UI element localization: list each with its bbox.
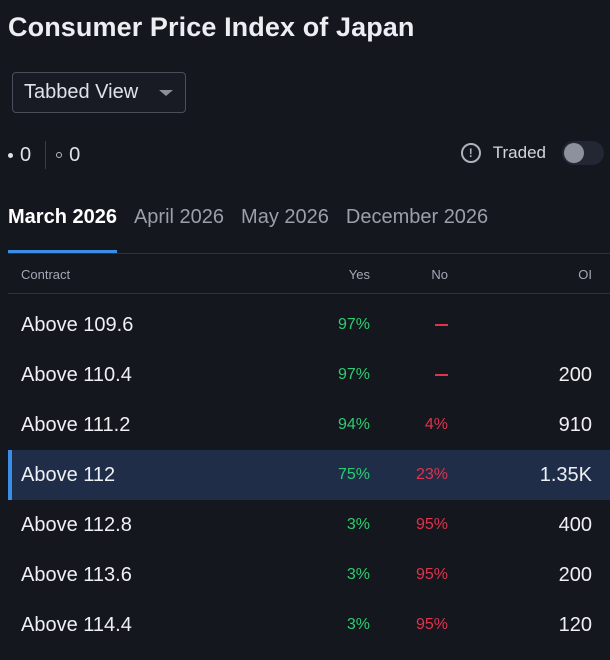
tab-may-2026[interactable]: May 2026 [241, 206, 329, 228]
no-price[interactable] [435, 300, 448, 350]
open-interest: 400 [558, 513, 592, 536]
dash-icon [435, 324, 448, 326]
contract-name: Above 110.4 [21, 363, 132, 386]
position-counts: 0 0 [8, 141, 80, 169]
chevron-down-icon [159, 90, 173, 96]
contract-name: Above 114.4 [21, 613, 132, 636]
table-row[interactable]: Above 109.6 97% [8, 300, 610, 350]
dash-icon [435, 374, 448, 376]
tabs-divider [8, 253, 610, 254]
table-row[interactable]: Above 112.8 3% 95% 400 [8, 500, 610, 550]
header-no: No [431, 266, 448, 282]
count-filled-value: 0 [20, 143, 32, 166]
no-price[interactable]: 4% [424, 416, 448, 433]
open-interest: 1.35K [539, 463, 592, 486]
no-price[interactable]: 95% [415, 566, 448, 583]
toggle-knob [564, 143, 584, 163]
open-interest: 910 [558, 413, 592, 436]
count-filled: 0 [8, 144, 31, 167]
yes-price[interactable]: 75% [337, 466, 370, 483]
tab-march-2026[interactable]: March 2026 [8, 206, 117, 254]
yes-price[interactable]: 3% [346, 516, 370, 533]
traded-filter: ! Traded [460, 139, 604, 167]
page-title: Consumer Price Index of Japan [8, 12, 415, 42]
yes-price[interactable]: 97% [337, 316, 370, 333]
header-yes: Yes [348, 266, 370, 282]
view-select[interactable]: Tabbed View [12, 72, 186, 113]
contract-name: Above 112 [21, 463, 116, 486]
table-row[interactable]: Above 113.6 3% 95% 200 [8, 550, 610, 600]
traded-toggle[interactable] [562, 141, 604, 165]
yes-price[interactable]: 97% [337, 366, 370, 383]
table-row[interactable]: Above 112 75% 23% 1.35K [8, 450, 610, 500]
count-divider [45, 141, 47, 169]
contract-name: Above 113.6 [21, 563, 132, 586]
table-row[interactable]: Above 110.4 97% 200 [8, 350, 610, 400]
header-oi: OI [578, 266, 592, 282]
contract-name: Above 109.6 [21, 313, 134, 336]
info-icon[interactable]: ! [460, 143, 481, 163]
traded-label: Traded [492, 143, 546, 162]
no-price[interactable]: 23% [415, 466, 448, 483]
contract-name: Above 112.8 [21, 513, 132, 536]
open-interest: 200 [558, 363, 592, 386]
count-hollow: 0 [56, 144, 80, 167]
table-row[interactable]: Above 111.2 94% 4% 910 [8, 400, 610, 450]
open-interest: 120 [558, 613, 592, 636]
table-header: Contract Yes No OI [8, 255, 610, 294]
no-price[interactable]: 95% [415, 616, 448, 633]
contract-rows: Above 109.6 97% Above 110.4 97% 200 Above 111… [8, 300, 610, 650]
yes-price[interactable]: 3% [346, 616, 370, 633]
yes-price[interactable]: 3% [346, 566, 370, 583]
header-contract: Contract [21, 266, 71, 282]
no-price[interactable] [435, 350, 448, 400]
open-interest: 200 [558, 563, 592, 586]
no-price[interactable]: 95% [415, 516, 448, 533]
hollow-dot-icon [56, 152, 63, 158]
month-tabs: March 2026 April 2026 May 2026 December 202… [8, 206, 505, 254]
tab-april-2026[interactable]: April 2026 [133, 206, 225, 228]
tab-december-2026[interactable]: December 2026 [345, 206, 489, 228]
yes-price[interactable]: 94% [337, 416, 370, 433]
table-row[interactable]: Above 114.4 3% 95% 120 [8, 600, 610, 650]
contract-name: Above 111.2 [21, 413, 131, 436]
count-hollow-value: 0 [69, 143, 81, 166]
view-select-label: Tabbed View [24, 81, 139, 103]
filled-dot-icon [8, 152, 13, 158]
